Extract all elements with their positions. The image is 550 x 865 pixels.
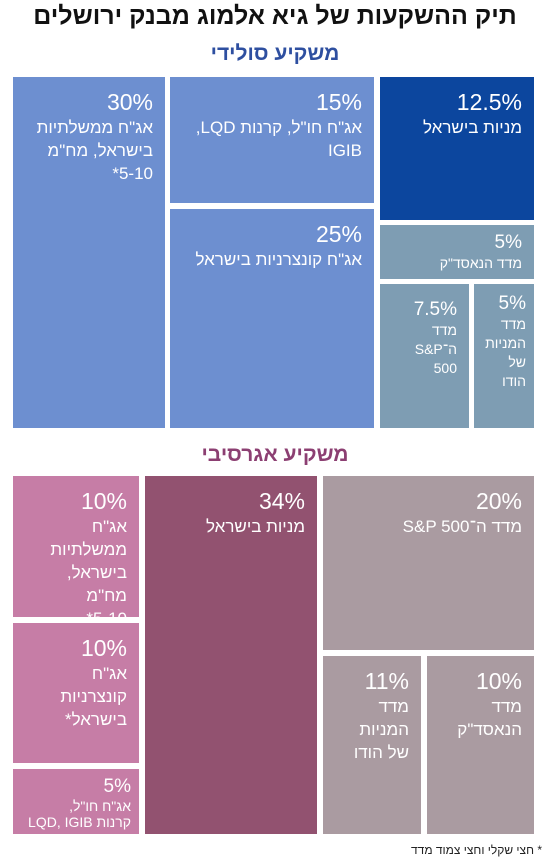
solid-tile-nasdaq: 5% מדד הנאסד"ק <box>380 225 534 279</box>
tile-label: מדד ה־S&P 500 <box>414 322 457 376</box>
aggr-tile-foreign-bonds: 5% אג"ח חו"ל, קרנות LQD, IGIB <box>13 769 139 834</box>
tile-label: מדד הנאסד"ק <box>457 697 522 739</box>
aggr-tile-sp500: 20% מדד ה־S&P 500 <box>323 476 534 650</box>
tile-label: מניות בישראל <box>422 118 522 137</box>
page-title: תיק ההשקעות של גיא אלמוג מבנק ירושלים <box>33 2 517 30</box>
tile-percent: 10% <box>80 488 127 514</box>
tile-percent: 11% <box>364 668 409 694</box>
tile-label: אג"ח ממשלתיות בישראל, מח"מ 5-10* <box>36 118 153 183</box>
tile-percent: 15% <box>315 89 362 115</box>
tile-percent: 25% <box>315 221 362 247</box>
tile-percent: 12.5% <box>456 89 522 115</box>
tile-label: מדד הנאסד"ק <box>439 255 522 271</box>
solid-tile-gov-bonds: 30% אג"ח ממשלתיות בישראל, מח"מ 5-10* <box>13 77 165 428</box>
solid-tile-sp500: 7.5% מדד ה־S&P 500 <box>380 284 469 428</box>
aggr-tile-gov-bonds: 10% אג"ח ממשלתיות בישראל, מח"מ 5-10* <box>13 476 139 617</box>
tile-percent: 5% <box>103 776 131 797</box>
aggressive-section-title: משקיע אגרסיבי <box>201 443 349 466</box>
tile-label: אג"ח חו"ל, קרנות LQD, IGIB <box>28 798 131 830</box>
tile-percent: 7.5% <box>413 299 457 320</box>
tile-percent: 10% <box>80 635 127 661</box>
tile-label: מניות בישראל <box>205 517 305 536</box>
tile-percent: 34% <box>258 488 305 514</box>
tile-percent: 20% <box>475 488 522 514</box>
footnote: * חצי שקלי וחצי צמוד מדד <box>411 843 542 857</box>
solid-tile-corporate-bonds: 25% אג"ח קונצרניות בישראל <box>170 209 374 428</box>
solid-tile-israel-stocks: 12.5% מניות בישראל <box>380 77 534 220</box>
tile-percent: 5% <box>494 232 522 253</box>
tile-percent: 5% <box>498 293 526 314</box>
tile-label: אג"ח קונצרניות בישראל* <box>60 664 127 729</box>
tile-label: אג"ח ממשלתיות בישראל, מח"מ 5-10* <box>50 517 127 617</box>
aggr-tile-israel-stocks: 34% מניות בישראל <box>145 476 317 834</box>
aggr-tile-india: 11% מדד המניות של הודו <box>323 656 421 834</box>
solid-section-title: משקיע סולידי <box>210 42 340 65</box>
tile-label: אג"ח חו"ל, קרנות LQD, IGIB <box>195 118 362 160</box>
solid-tile-foreign-bonds: 15% אג"ח חו"ל, קרנות LQD, IGIB <box>170 77 374 203</box>
aggr-tile-corporate-bonds: 10% אג"ח קונצרניות בישראל* <box>13 623 139 763</box>
solid-tile-india: 5% מדד המניות של הודו <box>474 284 534 428</box>
tile-label: מדד ה־S&P 500 <box>402 517 522 536</box>
tile-label: מדד המניות של הודו <box>485 316 526 389</box>
tile-percent: 30% <box>106 89 153 115</box>
tile-percent: 10% <box>475 668 522 694</box>
tile-label: אג"ח קונצרניות בישראל <box>195 250 362 269</box>
aggr-tile-nasdaq: 10% מדד הנאסד"ק <box>427 656 534 834</box>
tile-label: מדד המניות של הודו <box>353 697 409 762</box>
